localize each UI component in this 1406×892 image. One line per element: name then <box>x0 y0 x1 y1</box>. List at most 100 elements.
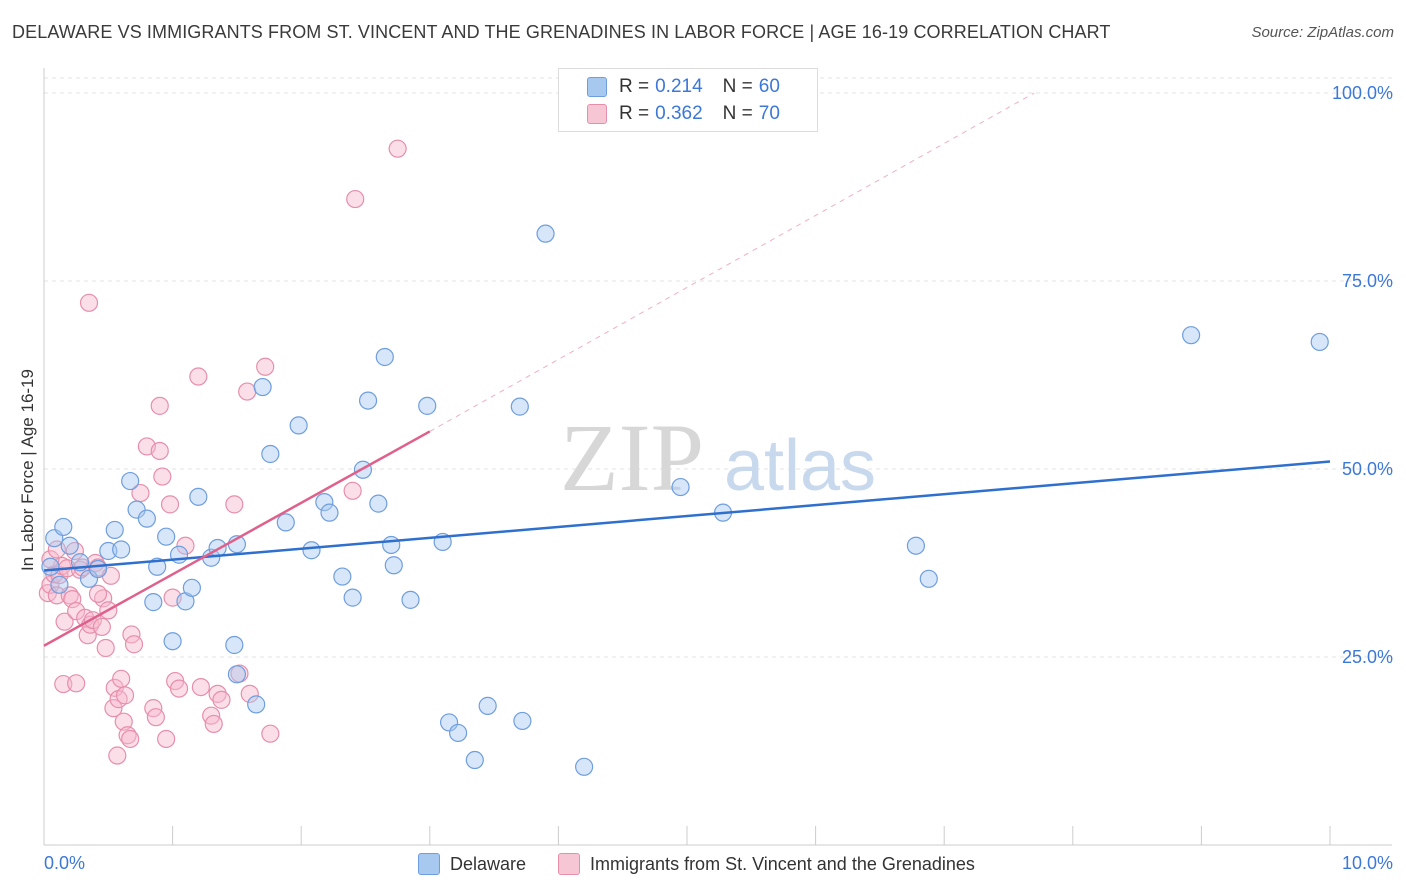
bottom-legend-swatch-svg <box>558 853 581 875</box>
points-svg-immigrants <box>38 139 407 765</box>
data-point-svg <box>124 635 144 654</box>
data-point-delaware <box>182 578 201 597</box>
data-point-svg <box>261 724 280 743</box>
data-point-delaware <box>289 416 308 435</box>
legend-r-label: R = <box>619 103 650 124</box>
legend-swatch-svg <box>587 104 607 124</box>
legend-r-value: 0.362 <box>655 103 703 124</box>
data-point-svg <box>176 536 195 555</box>
y-tick-label: 100.0% <box>1332 83 1393 103</box>
data-point-delaware <box>112 540 131 559</box>
gridlines <box>44 77 1392 658</box>
data-point-svg <box>104 699 123 718</box>
legend-r-value: 0.214 <box>655 76 703 97</box>
data-point-delaware <box>510 397 529 416</box>
data-point-svg <box>54 674 73 694</box>
data-point-delaware <box>247 695 266 714</box>
data-point-svg <box>112 669 131 688</box>
data-point-svg <box>96 638 115 658</box>
data-point-delaware <box>906 536 926 555</box>
data-point-delaware <box>369 494 388 513</box>
bottom-legend-item-delaware: Delaware <box>418 853 526 875</box>
legend-n-value: 60 <box>758 76 780 97</box>
data-point-svg <box>115 686 135 705</box>
trend-line-delaware <box>43 460 1331 572</box>
data-point-delaware <box>575 757 594 776</box>
data-point-delaware <box>384 556 403 575</box>
data-point-delaware <box>302 541 321 560</box>
data-point-svg <box>88 584 108 603</box>
data-point-svg <box>240 684 259 703</box>
legend-row-delaware: R = 0.214 N = 60 <box>587 75 780 99</box>
data-point-delaware <box>144 593 163 612</box>
data-point-delaware <box>919 569 938 588</box>
legend: R = 0.214 N = 60 R = 0.362 N = 70 <box>558 68 818 132</box>
data-point-delaware <box>253 377 272 397</box>
data-point-svg <box>67 602 86 621</box>
data-point-delaware <box>1182 326 1201 345</box>
data-point-svg <box>67 674 86 693</box>
data-point-delaware <box>315 493 334 512</box>
y-tick-label: 75.0% <box>1342 271 1393 291</box>
data-point-svg <box>388 139 407 158</box>
data-point-delaware <box>1310 332 1329 352</box>
legend-r-label: R = <box>619 76 650 97</box>
data-point-delaware <box>418 396 437 415</box>
bottom-legend-item-svg: Immigrants from St. Vincent and the Gren… <box>558 853 975 875</box>
chart-title: DELAWARE VS IMMIGRANTS FROM ST. VINCENT … <box>12 22 1111 42</box>
tick-labels: 25.0% 50.0% 75.0% 100.0% 0.0% 10.0% <box>44 83 1393 873</box>
data-point-svg <box>191 677 210 697</box>
trend-lines <box>43 92 1331 647</box>
data-point-svg <box>150 441 169 461</box>
axes <box>43 68 1392 846</box>
data-point-svg <box>79 293 99 312</box>
legend-n-label: N = <box>722 76 753 97</box>
data-point-svg <box>41 550 60 569</box>
legend-swatch-delaware <box>587 77 607 97</box>
data-point-delaware <box>157 527 176 546</box>
bottom-legend-label: Delaware <box>450 853 527 874</box>
data-point-delaware <box>320 503 339 522</box>
trend-line-svg-extension <box>429 92 1035 432</box>
data-point-svg <box>160 495 180 514</box>
data-point-delaware <box>448 723 468 743</box>
bottom-legend-swatch-delaware <box>418 853 440 875</box>
data-point-delaware <box>478 696 497 715</box>
data-point-delaware <box>439 713 459 732</box>
data-point-delaware <box>382 535 401 555</box>
data-point-svg <box>343 481 362 500</box>
data-point-delaware <box>225 635 244 655</box>
data-point-delaware <box>60 536 79 555</box>
data-point-svg <box>108 746 127 765</box>
data-point-delaware <box>137 509 156 528</box>
data-point-svg <box>150 396 169 415</box>
data-point-delaware <box>127 500 146 519</box>
data-point-svg <box>146 708 165 727</box>
y-tick-label: 50.0% <box>1342 459 1393 479</box>
data-point-delaware <box>401 590 420 609</box>
data-point-svg <box>63 590 82 609</box>
data-point-delaware <box>88 559 108 579</box>
x-tick-label: 0.0% <box>44 853 85 873</box>
data-point-delaware <box>333 567 352 586</box>
data-point-svg <box>346 189 365 209</box>
data-point-svg <box>121 729 140 749</box>
data-point-delaware <box>121 471 140 491</box>
data-point-svg <box>225 495 244 514</box>
data-point-delaware <box>227 665 246 684</box>
source-label: Source: ZipAtlas.com <box>1251 24 1394 41</box>
data-point-delaware <box>189 487 208 506</box>
trend-line-svg <box>43 430 431 647</box>
data-point-delaware <box>343 588 362 607</box>
data-point-svg <box>47 586 66 605</box>
data-point-delaware <box>671 477 690 497</box>
watermark-atlas: atlas <box>724 426 876 506</box>
data-point-delaware <box>54 517 73 537</box>
data-point-delaware <box>358 391 378 410</box>
data-point-delaware <box>163 632 182 651</box>
data-point-svg <box>189 367 208 386</box>
legend-n-label: N = <box>722 103 753 124</box>
data-point-svg <box>204 714 223 734</box>
data-point-svg <box>105 678 124 697</box>
